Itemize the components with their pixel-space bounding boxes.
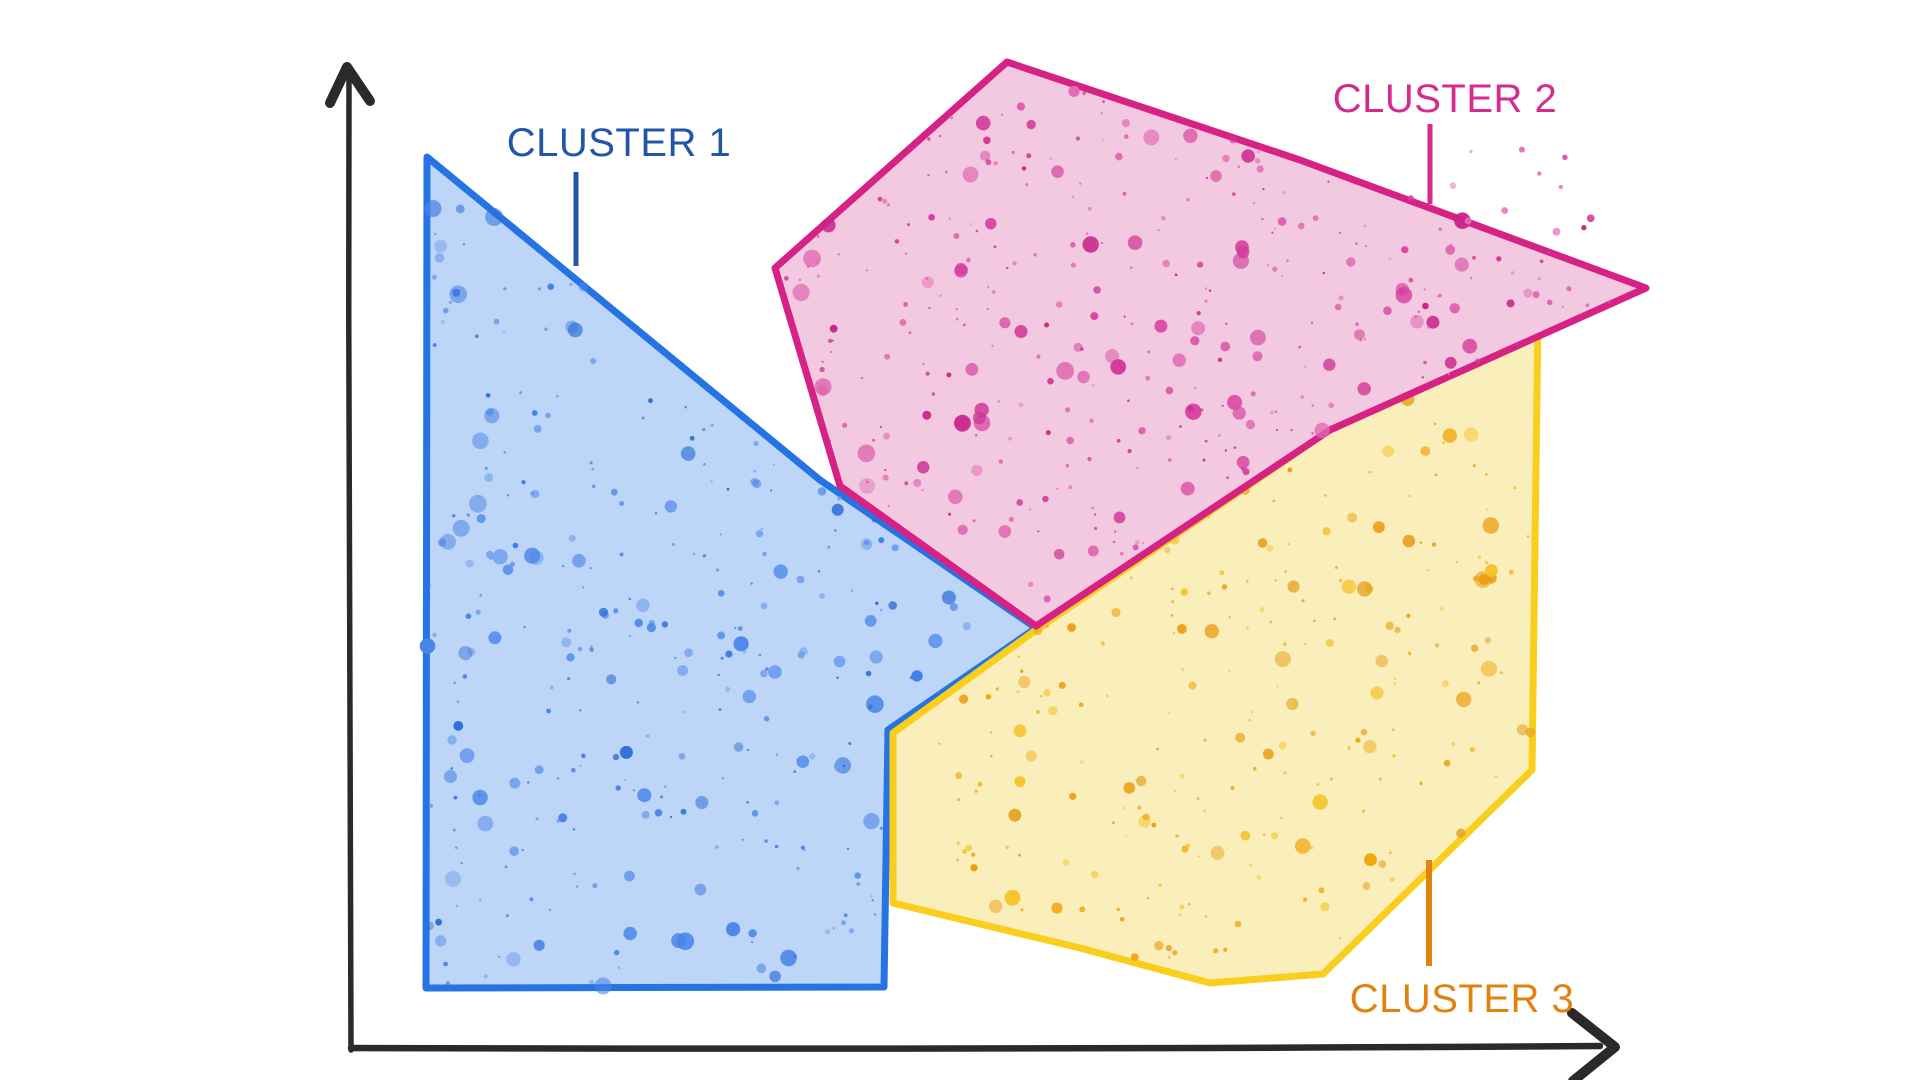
cluster-2-label: CLUSTER 2: [1333, 77, 1558, 121]
cluster-1-region: [422, 153, 1040, 992]
cluster-1-label: CLUSTER 1: [507, 121, 732, 165]
cluster-1-dots: [419, 200, 971, 995]
y-axis-arrowhead: [325, 62, 375, 108]
cluster-2-outlier-dots: [1408, 146, 1595, 260]
x-axis-arrowhead: [1567, 1008, 1620, 1080]
cluster-2-dots: [784, 85, 1611, 603]
x-axis-line: [347, 1042, 1604, 1052]
cluster-3-label: CLUSTER 3: [1350, 977, 1575, 1021]
cluster-3-dots: [938, 331, 1536, 961]
y-axis-line: [346, 67, 354, 1053]
cluster-2-region: [771, 58, 1650, 630]
